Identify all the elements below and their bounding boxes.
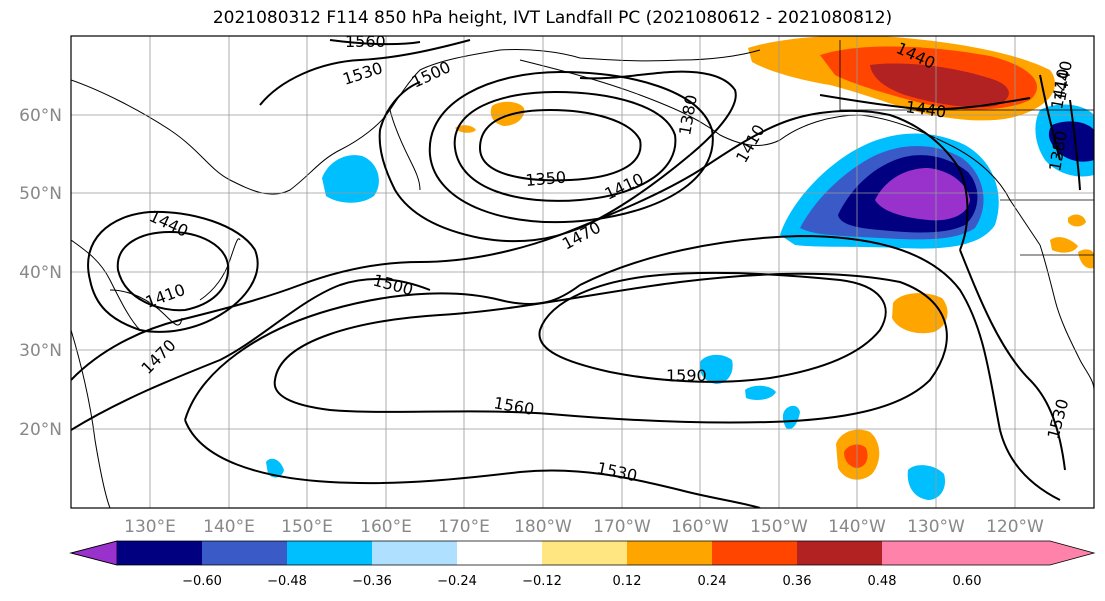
colorbar-tick: 0.36	[783, 574, 812, 589]
lon-label: 130°E	[124, 517, 176, 537]
contour-1470-mid	[419, 109, 969, 263]
lon-label: 120°W	[986, 517, 1044, 537]
longitude-labels: 130°E 140°E 150°E 160°E 170°E 180°W 170°…	[124, 517, 1044, 537]
contour-1410-japan	[116, 230, 230, 312]
contour-low-1380	[453, 90, 677, 202]
lon-label: 180°W	[514, 517, 572, 537]
contour-label: 1590	[666, 366, 707, 385]
lat-label: 20°N	[19, 420, 62, 440]
height-contours	[71, 39, 1081, 508]
lon-label: 140°E	[203, 517, 255, 537]
contour-1560-high	[273, 272, 948, 424]
lat-label: 30°N	[19, 341, 62, 361]
colorbar-swatch	[69, 540, 118, 566]
contour-low-1350	[478, 108, 642, 182]
colorbar-swatch	[797, 541, 882, 565]
colorbar-swatch	[627, 541, 712, 565]
lon-label: 160°E	[360, 517, 412, 537]
map-frame	[70, 35, 1095, 509]
contour-1440-alaska	[819, 94, 1031, 111]
colorbar-tick: −0.36	[352, 574, 392, 589]
colorbar-swatch	[457, 541, 542, 565]
colorbar-tick: −0.12	[522, 574, 562, 589]
contour-1500-mid	[71, 277, 431, 431]
colorbar-tick: 0.48	[868, 574, 897, 589]
colorbar-tick: 0.60	[953, 574, 982, 589]
contour-label: 1560	[345, 32, 386, 51]
contour-1380-alaska	[1069, 99, 1081, 191]
colorbar-swatch	[287, 541, 372, 565]
colorbar-tick: 0.24	[698, 574, 727, 589]
contour-1590-high	[538, 271, 887, 383]
lat-label: 60°N	[19, 106, 62, 126]
colorbar: −0.60 −0.48 −0.36 −0.24 −0.12 0.12 0.24 …	[69, 540, 1096, 589]
contour-1530-south	[184, 234, 1061, 508]
contour-1410-alaska	[1039, 74, 1061, 161]
colorbar-swatch	[542, 541, 627, 565]
colorbar-swatch	[202, 541, 287, 565]
contour-1470-west	[71, 261, 421, 381]
contour-label: 1350	[525, 168, 567, 190]
colorbar-swatch	[967, 541, 1094, 565]
colorbar-swatch	[882, 541, 967, 565]
lat-label: 40°N	[19, 263, 62, 283]
contour-1560-north	[329, 39, 421, 46]
lon-label: 170°E	[438, 517, 490, 537]
colorbar-ticks: −0.60 −0.48 −0.36 −0.24 −0.12 0.12 0.24 …	[182, 574, 981, 589]
map-title: 2021080312 F114 850 hPa height, IVT Land…	[212, 8, 893, 28]
colorbar-swatch	[372, 541, 457, 565]
lon-label: 130°W	[907, 517, 965, 537]
contour-low-1410	[428, 70, 714, 224]
contour-1500-north	[378, 81, 691, 243]
lon-label: 150°W	[750, 517, 808, 537]
lon-label: 160°W	[671, 517, 729, 537]
lon-label: 170°W	[593, 517, 651, 537]
colorbar-tick: −0.60	[182, 574, 222, 589]
colorbar-tick: −0.48	[267, 574, 307, 589]
colorbar-tick: −0.24	[437, 574, 477, 589]
lon-label: 140°W	[828, 517, 886, 537]
contour-1440-japan	[87, 210, 259, 333]
contour-1530-north	[259, 39, 471, 106]
lon-label: 150°E	[281, 517, 333, 537]
contour-east-trough	[959, 249, 1066, 471]
lat-label: 50°N	[19, 184, 62, 204]
latitude-labels: 60°N 50°N 40°N 30°N 20°N	[19, 106, 62, 440]
colorbar-tick: 0.12	[613, 574, 642, 589]
colorbar-swatch	[712, 541, 797, 565]
colorbar-swatch	[117, 541, 202, 565]
